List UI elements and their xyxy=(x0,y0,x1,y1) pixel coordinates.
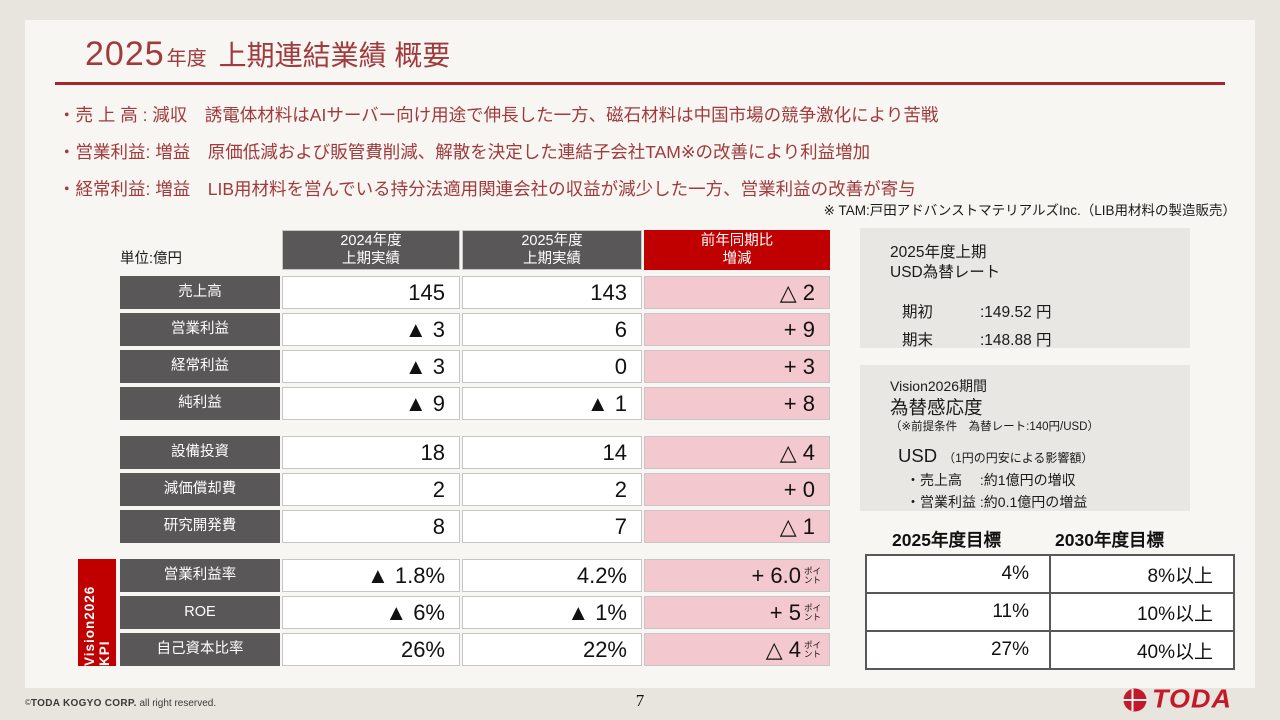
sensitivity-subtitle: Vision2026期間 xyxy=(890,378,988,394)
usd-box-title-line1: 2025年度上期 xyxy=(890,244,987,261)
sensitivity-item-sales: ・売上高 :約1億円の増収 xyxy=(906,472,1076,488)
change-with-points: △ 4 ポイント xyxy=(644,633,830,666)
target-2030-header: 2030年度目標 xyxy=(1055,530,1164,550)
points-suffix: ポイント xyxy=(804,602,822,622)
bullet-operating-income: ・営業利益: 増益 原価低減および販管費削減、解散を決定した連結子会社TAM※の… xyxy=(58,142,871,162)
targets-row-roe: 11% 10%以上 xyxy=(865,592,1235,632)
summary-bullets: ・売 上 高 : 減収 誘電体材料はAIサーバー向け用途で伸長した一方、磁石材料… xyxy=(58,97,938,208)
title-divider xyxy=(55,82,1225,85)
page-title: 2025 年度 上期連結業績 概要 xyxy=(85,34,450,74)
title-year: 2025 xyxy=(85,35,165,73)
col-header-fy2025: 2025年度 上期実績 xyxy=(462,230,642,270)
col-header-fy2024: 2024年度 上期実績 xyxy=(282,230,460,270)
unit-label: 単位:億円 xyxy=(120,251,183,267)
change-with-points: + 5 ポイント xyxy=(644,596,830,629)
title-nendo: 年度 xyxy=(166,48,207,70)
table-row-rnd: 研究開発費 8 7 △ 1 xyxy=(120,510,832,543)
vision2026-kpi-banner: Vision2026 KPI xyxy=(78,559,116,666)
targets-header: 2025年度目標 2030年度目標 xyxy=(865,527,1191,552)
group-separator xyxy=(120,547,832,559)
table-row-equity-ratio: 自己資本比率 26% 22% △ 4 ポイント xyxy=(120,633,832,666)
table-row-operating-margin: 営業利益率 ▲ 1.8% 4.2% + 6.0 ポイント xyxy=(120,559,832,592)
table-row-net-income: 純利益 ▲ 9 ▲ 1 + 8 xyxy=(120,387,832,420)
page-number: 7 xyxy=(635,691,645,710)
table-header-row: 単位:億円 2024年度 上期実績 2025年度 上期実績 前年同期比 増減 xyxy=(120,230,832,270)
group-separator xyxy=(120,424,832,436)
tam-footnote: ※ TAM:戸田アドバンストマテリアルズInc.（LIB用材料の製造販売） xyxy=(823,203,1236,218)
toda-logo: TODA xyxy=(1122,684,1232,715)
points-suffix: ポイント xyxy=(804,565,822,585)
targets-table: 4% 8%以上 11% 10%以上 27% 40%以上 xyxy=(865,554,1235,670)
change-with-points: + 6.0 ポイント xyxy=(644,559,830,592)
target-2025-header: 2025年度目標 xyxy=(892,530,1001,550)
col-header-change: 前年同期比 増減 xyxy=(644,230,830,270)
sensitivity-precondition: （※前提条件 為替レート:140円/USD） xyxy=(890,421,1099,433)
points-suffix: ポイント xyxy=(804,639,822,659)
sensitivity-usd-line: USD （1円の円安による影響額） xyxy=(898,445,1190,467)
usd-rate-rows: 期初 :149.52 円 期末 :148.88 円 xyxy=(902,297,1190,353)
financial-results-table: 単位:億円 2024年度 上期実績 2025年度 上期実績 前年同期比 増減 売… xyxy=(78,230,832,670)
toda-globe-icon xyxy=(1123,688,1147,711)
currency-note: （1円の円安による影響額） xyxy=(943,451,1094,465)
copyright-text: ©TODA KOGYO CORP. all right reserved. xyxy=(25,698,217,709)
table-row-capex: 設備投資 18 14 △ 4 xyxy=(120,436,832,469)
rate-row-closing: 期末 :148.88 円 xyxy=(902,332,1052,349)
currency-label: USD xyxy=(898,445,938,466)
usd-box-title-line2: USD為替レート xyxy=(890,264,1001,281)
sensitivity-title: 為替感応度 xyxy=(890,397,983,418)
sensitivity-items: ・売上高 :約1億円の増収 ・営業利益 :約0.1億円の増益 xyxy=(906,469,1190,513)
targets-row-operating-margin: 4% 8%以上 xyxy=(865,554,1235,594)
rate-row-opening: 期初 :149.52 円 xyxy=(902,304,1052,321)
kpi-section: Vision2026 KPI 営業利益率 ▲ 1.8% 4.2% + 6.0 ポ… xyxy=(78,559,832,666)
toda-logo-text: TODA xyxy=(1151,684,1232,714)
bullet-sales: ・売 上 高 : 減収 誘電体材料はAIサーバー向け用途で伸長した一方、磁石材料… xyxy=(58,105,939,125)
table-row-depreciation: 減価償却費 2 2 + 0 xyxy=(120,473,832,506)
table-row-operating-income: 営業利益 ▲ 3 6 + 9 xyxy=(120,313,832,346)
targets-row-equity-ratio: 27% 40%以上 xyxy=(865,630,1235,670)
table-row-sales: 売上高 145 143 △ 2 xyxy=(120,276,832,309)
table-row-ordinary-income: 経常利益 ▲ 3 0 + 3 xyxy=(120,350,832,383)
usd-rate-box: 2025年度上期 USD為替レート 期初 :149.52 円 期末 :148.8… xyxy=(860,228,1190,349)
title-main: 上期連結業績 概要 xyxy=(218,40,451,71)
table-row-roe: ROE ▲ 6% ▲ 1% + 5 ポイント xyxy=(120,596,832,629)
sensitivity-item-operating-income: ・営業利益 :約0.1億円の増益 xyxy=(906,494,1088,510)
fx-sensitivity-box: Vision2026期間 為替感応度 （※前提条件 為替レート:140円/USD… xyxy=(860,365,1190,511)
bullet-ordinary-income: ・経常利益: 増益 LIB用材料を営んでいる持分法適用関連会社の収益が減少した一… xyxy=(58,179,916,199)
